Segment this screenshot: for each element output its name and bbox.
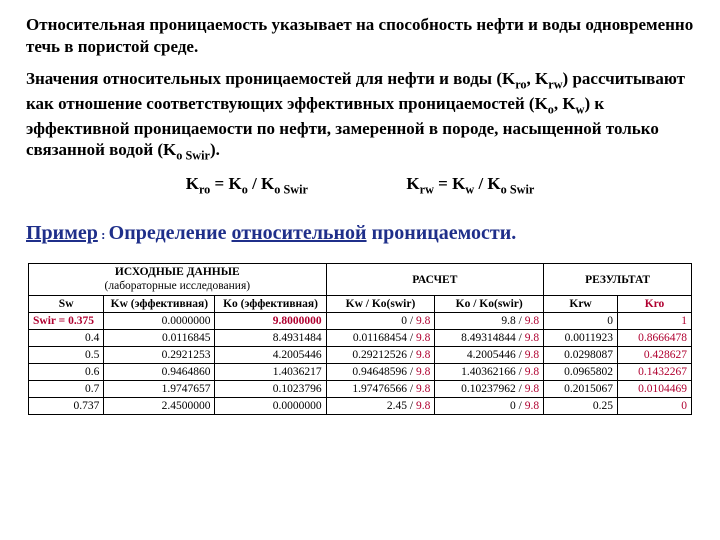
cell-kw: 0.0116845 xyxy=(104,330,215,347)
table-body: Swir = 0.3750.00000009.80000000 / 9.89.8… xyxy=(29,313,692,415)
f1-c: / K xyxy=(248,174,274,193)
cell-sw: Swir = 0.375 xyxy=(29,313,104,330)
cell-kro: 0.428627 xyxy=(618,347,692,364)
cell-kw: 0.9464860 xyxy=(104,364,215,381)
cell-ko-over-koswir: 0 / 9.8 xyxy=(435,398,544,415)
f2-sub3: o Swir xyxy=(501,183,535,197)
table-row: 0.7372.45000000.00000002.45 / 9.80 / 9.8… xyxy=(29,398,692,415)
def-seg-d: , K xyxy=(554,94,576,113)
cell-kw: 1.9747657 xyxy=(104,381,215,398)
table-row: 0.50.29212534.20054460.29212526 / 9.84.2… xyxy=(29,347,692,364)
sub-w: w xyxy=(576,102,585,116)
cell-ko: 8.4931484 xyxy=(215,330,326,347)
f2-a: K xyxy=(406,174,419,193)
formula-kro: Kro = Ko / Ko Swir xyxy=(186,174,312,193)
permeability-table: ИСХОДНЫЕ ДАННЫЕ (лабораторные исследован… xyxy=(28,263,692,416)
f2-sub1: rw xyxy=(420,183,434,197)
table-header-row-1: ИСХОДНЫЕ ДАННЫЕ (лабораторные исследован… xyxy=(29,263,692,296)
cell-kw-over-koswir: 1.97476566 / 9.8 xyxy=(326,381,435,398)
cell-kw: 0.2921253 xyxy=(104,347,215,364)
cell-ko-over-koswir: 8.49314844 / 9.8 xyxy=(435,330,544,347)
hdr-source-sub: (лабораторные исследования) xyxy=(33,280,322,294)
f1-sub1: ro xyxy=(199,183,210,197)
cell-ko-over-koswir: 9.8 / 9.8 xyxy=(435,313,544,330)
cell-krw: 0.0965802 xyxy=(544,364,618,381)
sub-oswir: o Swir xyxy=(176,149,210,163)
hdr-source: ИСХОДНЫЕ ДАННЫЕ (лабораторные исследован… xyxy=(29,263,327,296)
example-word3: относительной xyxy=(232,222,367,244)
cell-kro: 0.8666478 xyxy=(618,330,692,347)
table-row: 0.40.01168458.49314840.01168454 / 9.88.4… xyxy=(29,330,692,347)
sub-rw: rw xyxy=(548,77,562,91)
col-c1: Kw / Ko(swir) xyxy=(326,296,435,313)
table-header-row-2: Sw Kw (эффективная) Ko (эффективная) Kw … xyxy=(29,296,692,313)
example-word1: Пример xyxy=(26,222,98,244)
cell-krw: 0.2015067 xyxy=(544,381,618,398)
cell-krw: 0.0011923 xyxy=(544,330,618,347)
cell-ko: 0.1023796 xyxy=(215,381,326,398)
col-ko: Ko (эффективная) xyxy=(215,296,326,313)
cell-kw-over-koswir: 0 / 9.8 xyxy=(326,313,435,330)
formula-row: Kro = Ko / Ko Swir Krw = Kw / Ko Swir xyxy=(26,174,694,197)
formula-krw: Krw = Kw / Ko Swir xyxy=(406,174,534,193)
cell-ko: 9.8000000 xyxy=(215,313,326,330)
cell-kw-over-koswir: 0.01168454 / 9.8 xyxy=(326,330,435,347)
cell-ko-over-koswir: 0.10237962 / 9.8 xyxy=(435,381,544,398)
cell-ko-over-koswir: 1.40362166 / 9.8 xyxy=(435,364,544,381)
cell-krw: 0.25 xyxy=(544,398,618,415)
paragraph-definition: Значения относительных проницаемостей дл… xyxy=(26,68,694,165)
cell-kw-over-koswir: 0.94648596 / 9.8 xyxy=(326,364,435,381)
cell-sw: 0.737 xyxy=(29,398,104,415)
example-word4: проницаемости. xyxy=(367,222,517,244)
cell-kw-over-koswir: 2.45 / 9.8 xyxy=(326,398,435,415)
f2-sub2: w xyxy=(465,183,474,197)
col-c2: Ko / Ko(swir) xyxy=(435,296,544,313)
table-row: Swir = 0.3750.00000009.80000000 / 9.89.8… xyxy=(29,313,692,330)
f2-c: / K xyxy=(474,174,500,193)
cell-ko: 1.4036217 xyxy=(215,364,326,381)
cell-ko-over-koswir: 4.2005446 / 9.8 xyxy=(435,347,544,364)
example-colon: : xyxy=(98,227,109,242)
def-seg-b: , K xyxy=(527,69,549,88)
cell-kro: 0.0104469 xyxy=(618,381,692,398)
def-seg-a: Значения относительных проницаемостей дл… xyxy=(26,69,515,88)
hdr-source-main: ИСХОДНЫЕ ДАННЫЕ xyxy=(115,266,240,278)
cell-kw: 0.0000000 xyxy=(104,313,215,330)
example-heading: Пример : Определение относительной прони… xyxy=(26,222,694,245)
col-krw: Krw xyxy=(544,296,618,313)
f1-b: = K xyxy=(210,174,241,193)
table-row: 0.71.97476570.10237961.97476566 / 9.80.1… xyxy=(29,381,692,398)
cell-sw: 0.6 xyxy=(29,364,104,381)
f1-a: K xyxy=(186,174,199,193)
cell-sw: 0.5 xyxy=(29,347,104,364)
cell-kw-over-koswir: 0.29212526 / 9.8 xyxy=(326,347,435,364)
f2-b: = K xyxy=(434,174,465,193)
cell-sw: 0.4 xyxy=(29,330,104,347)
hdr-calc: РАСЧЕТ xyxy=(326,263,544,296)
cell-krw: 0 xyxy=(544,313,618,330)
col-kw: Kw (эффективная) xyxy=(104,296,215,313)
example-word2: Определение xyxy=(109,222,232,244)
def-seg-f: ). xyxy=(210,140,220,159)
cell-sw: 0.7 xyxy=(29,381,104,398)
hdr-result: РЕЗУЛЬТАТ xyxy=(544,263,692,296)
cell-krw: 0.0298087 xyxy=(544,347,618,364)
f1-sub3: o Swir xyxy=(274,183,308,197)
cell-ko: 0.0000000 xyxy=(215,398,326,415)
sub-ro: ro xyxy=(515,77,526,91)
cell-kro: 0.1432267 xyxy=(618,364,692,381)
table-row: 0.60.94648601.40362170.94648596 / 9.81.4… xyxy=(29,364,692,381)
cell-kro: 1 xyxy=(618,313,692,330)
col-sw: Sw xyxy=(29,296,104,313)
cell-kro: 0 xyxy=(618,398,692,415)
cell-ko: 4.2005446 xyxy=(215,347,326,364)
paragraph-intro: Относительная проницаемость указывает на… xyxy=(26,14,694,58)
col-kro: Kro xyxy=(618,296,692,313)
cell-kw: 2.4500000 xyxy=(104,398,215,415)
